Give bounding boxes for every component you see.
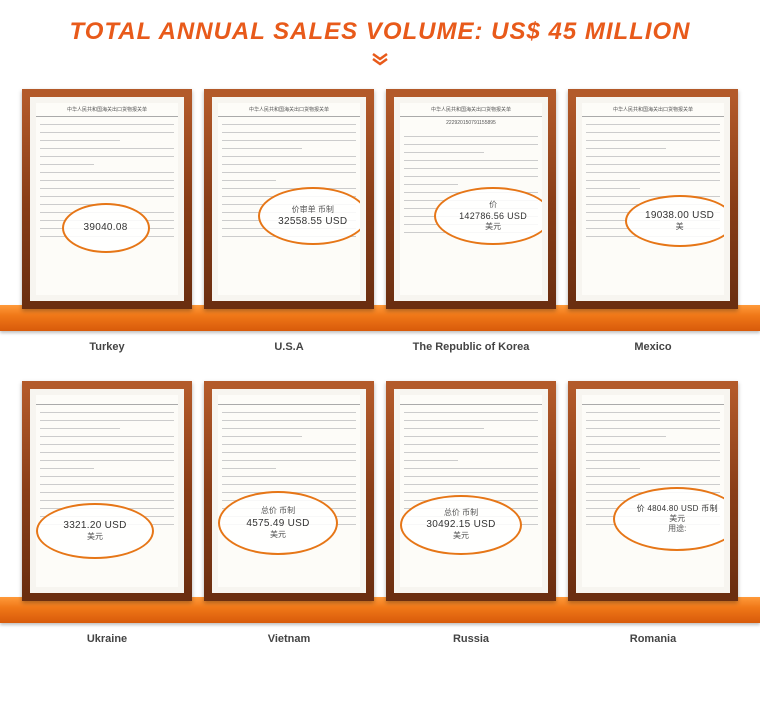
doc-header: 中华人民共和国海关出口货物报关单 [582, 103, 724, 117]
doc-label: Vietnam [204, 633, 374, 645]
document-body: 中华人民共和国海关出口货物报关单 39040.08 [36, 103, 178, 295]
header: TOTAL ANNUAL SALES VOLUME: US$ 45 MILLIO… [0, 0, 760, 79]
chevron-down-icon [371, 52, 389, 66]
highlight-ellipse: 39040.08 [62, 203, 150, 253]
highlight-value: 142786.56 USD [459, 211, 527, 223]
highlight-top: 价审单 币制 [292, 205, 334, 215]
highlight-ellipse: 总价 币制 4575.49 USD 美元 [218, 491, 338, 555]
doc-label: U.S.A [204, 341, 374, 353]
doc-sub: 222920150791155895 [400, 117, 542, 129]
document-body: 中华人民共和国海关出口货物报关单 19038.00 USD 美 [582, 103, 724, 295]
highlight-sub: 美 [676, 222, 684, 232]
highlight-sub2: 用途: [668, 524, 686, 534]
highlight-sub: 美元 [669, 514, 685, 524]
highlight-sub: 美元 [453, 531, 469, 541]
docs-row: 3321.20 USD 美元 总价 币制 4575.49 USD 美元 [0, 371, 760, 601]
highlight-sub: 美元 [87, 532, 103, 542]
doc-frame: 中华人民共和国海关出口货物报关单 222920150791155895 价 14… [386, 89, 556, 309]
highlight-value: 3321.20 USD [63, 519, 126, 532]
document-body: 中华人民共和国海关出口货物报关单 222920150791155895 价 14… [400, 103, 542, 295]
labels-row: Turkey U.S.A The Republic of Korea Mexic… [0, 331, 760, 371]
doc-header: 中华人民共和国海关出口货物报关单 [36, 103, 178, 117]
doc-header [218, 395, 360, 405]
highlight-top: 总价 币制 [444, 508, 478, 518]
document-body: 3321.20 USD 美元 [36, 395, 178, 587]
doc-header: 中华人民共和国海关出口货物报关单 [218, 103, 360, 117]
highlight-value: 4575.49 USD [246, 517, 309, 530]
highlight-top: 总价 币制 [261, 506, 295, 516]
highlight-value: 30492.15 USD [426, 518, 495, 531]
doc-frame: 总价 币制 4575.49 USD 美元 [204, 381, 374, 601]
doc-label: The Republic of Korea [386, 341, 556, 353]
doc-label: Russia [386, 633, 556, 645]
doc-frame: 中华人民共和国海关出口货物报关单 19038.00 USD 美 [568, 89, 738, 309]
doc-label: Ukraine [22, 633, 192, 645]
highlight-ellipse: 3321.20 USD 美元 [36, 503, 154, 559]
doc-label: Romania [568, 633, 738, 645]
doc-label: Mexico [568, 341, 738, 353]
doc-header [400, 395, 542, 405]
doc-frame: 总价 币制 30492.15 USD 美元 [386, 381, 556, 601]
doc-frame: 中华人民共和国海关出口货物报关单 价审单 币制 32558.55 USD [204, 89, 374, 309]
document-body: 总价 币制 30492.15 USD 美元 [400, 395, 542, 587]
highlight-value: 价 4804.80 USD 币制 [637, 504, 718, 514]
document-body: 总价 币制 4575.49 USD 美元 [218, 395, 360, 587]
docs-row: 中华人民共和国海关出口货物报关单 39040.08 中华人民共和国海关出口货物报… [0, 79, 760, 309]
doc-label: Turkey [22, 341, 192, 353]
highlight-value: 19038.00 USD [645, 209, 714, 222]
page-title: TOTAL ANNUAL SALES VOLUME: US$ 45 MILLIO… [0, 18, 760, 46]
highlight-sub: 美元 [270, 530, 286, 540]
doc-frame: 3321.20 USD 美元 [22, 381, 192, 601]
document-body: 价 4804.80 USD 币制 美元 用途: [582, 395, 724, 587]
labels-row: Ukraine Vietnam Russia Romania [0, 623, 760, 663]
highlight-sub: 美元 [485, 222, 501, 232]
highlight-value: 39040.08 [83, 221, 127, 234]
doc-frame: 价 4804.80 USD 币制 美元 用途: [568, 381, 738, 601]
doc-header [582, 395, 724, 405]
highlight-ellipse: 总价 币制 30492.15 USD 美元 [400, 495, 522, 555]
doc-header: 中华人民共和国海关出口货物报关单 [400, 103, 542, 117]
row-2: 3321.20 USD 美元 总价 币制 4575.49 USD 美元 [0, 371, 760, 663]
doc-frame: 中华人民共和国海关出口货物报关单 39040.08 [22, 89, 192, 309]
document-body: 中华人民共和国海关出口货物报关单 价审单 币制 32558.55 USD [218, 103, 360, 295]
row-1: 中华人民共和国海关出口货物报关单 39040.08 中华人民共和国海关出口货物报… [0, 79, 760, 371]
highlight-top: 价 [489, 200, 497, 210]
highlight-value: 32558.55 USD [278, 215, 347, 228]
doc-header [36, 395, 178, 405]
highlight-ellipse: 价 4804.80 USD 币制 美元 用途: [613, 487, 724, 551]
